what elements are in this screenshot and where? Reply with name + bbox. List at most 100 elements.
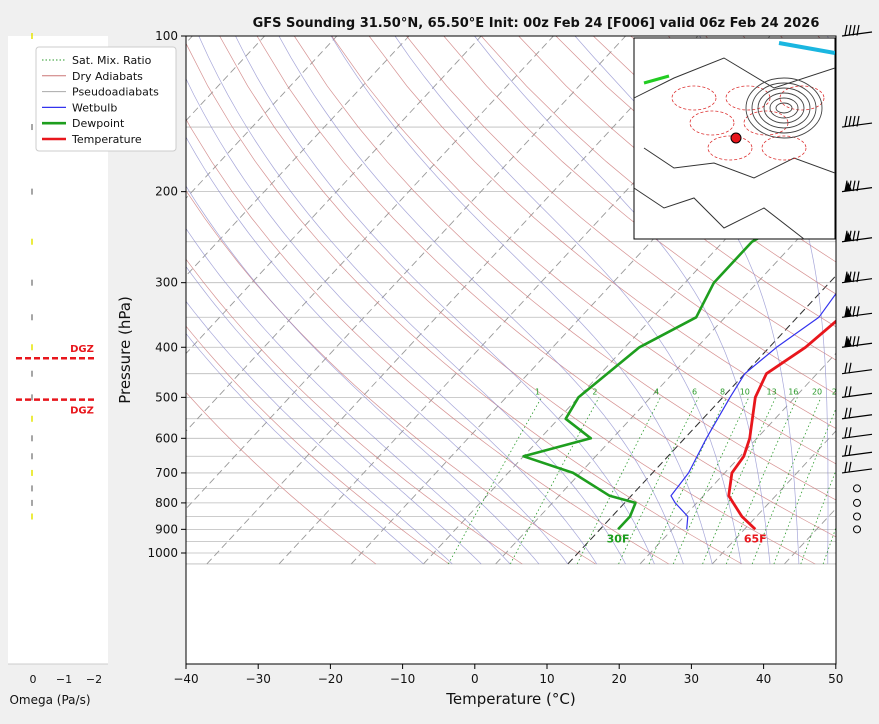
dry-adiabat <box>555 36 836 263</box>
y-tick-label: 900 <box>155 522 178 536</box>
wind-barb-staff <box>841 392 873 398</box>
plot-layer: 1246810131620243036 <box>186 36 879 565</box>
y-tick-label: 500 <box>155 390 178 404</box>
x-tick-label: −20 <box>318 672 343 686</box>
isotherm <box>186 36 554 432</box>
map-precip <box>778 41 835 55</box>
wind-barb <box>848 461 852 473</box>
wind-pennant <box>844 272 852 283</box>
omega-tick-label: 0 <box>30 673 37 686</box>
wind-pennant <box>844 307 852 318</box>
pseudoadiabat <box>186 300 453 565</box>
calm-wind-marker <box>853 484 861 493</box>
wind-barb-staff <box>841 414 873 420</box>
legend-label: Sat. Mix. Ratio <box>72 54 152 67</box>
dry-adiabat <box>443 36 836 361</box>
map-contour <box>689 110 735 136</box>
pseudoadiabat <box>186 77 597 565</box>
dry-adiabat <box>186 189 596 565</box>
mixing-ratio-label: 10 <box>740 387 750 396</box>
map-contour <box>775 102 793 114</box>
pseudoadiabat <box>574 36 800 565</box>
wind-barb <box>848 407 852 419</box>
chart-title: GFS Sounding 31.50°N, 65.50°E Init: 00z … <box>253 16 820 31</box>
mixing-ratio-label: 6 <box>692 387 697 396</box>
dry-adiabat <box>186 258 523 565</box>
calm-wind-marker <box>853 512 861 521</box>
wetbulb-trace <box>670 292 836 530</box>
x-tick-label: 10 <box>539 672 554 686</box>
pseudoadiabat <box>186 333 424 565</box>
pseudoadiabat <box>394 36 742 565</box>
x-tick-label: −40 <box>173 672 198 686</box>
omega-tick-label: −1 <box>56 673 72 686</box>
wind-barb <box>856 230 860 242</box>
wind-barb <box>852 24 856 36</box>
dgz-label: DGZ <box>70 406 94 417</box>
mixing-ratio-label: 8 <box>720 387 725 396</box>
dry-adiabat <box>406 36 836 395</box>
isotherm <box>857 36 879 564</box>
map-contour <box>779 85 825 111</box>
wind-barb <box>844 362 848 374</box>
legend-label: Temperature <box>71 133 142 146</box>
wind-barb <box>848 24 852 36</box>
mixing-ratio-line <box>672 397 750 565</box>
pseudoadiabat <box>474 36 771 565</box>
mixing-ratio-label: 24 <box>832 387 842 396</box>
y-tick-label: 100 <box>155 29 178 43</box>
sounding-location-marker <box>730 132 742 144</box>
legend-label: Dewpoint <box>72 117 125 130</box>
wind-barb <box>848 362 852 374</box>
dry-adiabat <box>331 36 836 465</box>
x-axis-label: Temperature (°C) <box>445 690 575 708</box>
wind-barb <box>852 336 856 347</box>
map-contour <box>751 82 817 134</box>
mixing-ratio-label: 4 <box>654 387 659 396</box>
wind-barb <box>856 180 860 192</box>
isotherm <box>186 36 482 355</box>
dry-adiabat <box>219 36 816 565</box>
dry-adiabat <box>186 118 669 565</box>
dewpoint-surface-label: 30F <box>607 532 630 545</box>
mixing-ratio-line <box>702 397 776 565</box>
omega-panel-content: 0 −1 −2 Omega (Pa/s) DGZ DGZ <box>8 33 108 707</box>
mixing-ratio-label: 2 <box>592 387 597 396</box>
x-tick-label: 40 <box>756 672 771 686</box>
wind-barb <box>848 386 852 397</box>
map-coastline <box>634 187 805 239</box>
dry-adiabat <box>368 36 836 429</box>
dry-adiabat <box>186 325 450 565</box>
wind-barb <box>844 461 848 473</box>
y-tick-label: 400 <box>155 340 178 354</box>
x-tick-label: −30 <box>246 672 271 686</box>
mixing-ratio-line <box>800 469 836 565</box>
wind-barb <box>856 24 860 36</box>
inset-map-content <box>634 41 835 239</box>
wind-barb <box>856 115 860 127</box>
y-tick-label: 800 <box>155 496 178 510</box>
y-tick-label: 300 <box>155 276 178 290</box>
mixing-ratio-label: 1 <box>535 387 540 396</box>
pseudoadiabat <box>186 185 540 565</box>
wind-pennant <box>844 337 852 348</box>
map-contour <box>763 92 805 124</box>
wind-barb <box>856 306 860 317</box>
y-tick-label: 1000 <box>147 546 178 560</box>
dry-adiabat <box>518 36 836 295</box>
dry-adiabat <box>186 42 743 565</box>
y-tick-label: 600 <box>155 431 178 445</box>
legend-label: Dry Adiabats <box>72 70 143 83</box>
plot-frame <box>185 35 837 665</box>
temperature-trace <box>727 319 836 531</box>
x-tick-label: 50 <box>828 672 843 686</box>
x-tick-label: 0 <box>471 672 479 686</box>
wind-barbs <box>841 24 873 534</box>
wind-pennant <box>844 231 852 242</box>
wind-barb <box>844 386 848 397</box>
wind-barb <box>844 407 848 419</box>
map-contour <box>757 87 811 129</box>
map-contour <box>707 135 753 161</box>
